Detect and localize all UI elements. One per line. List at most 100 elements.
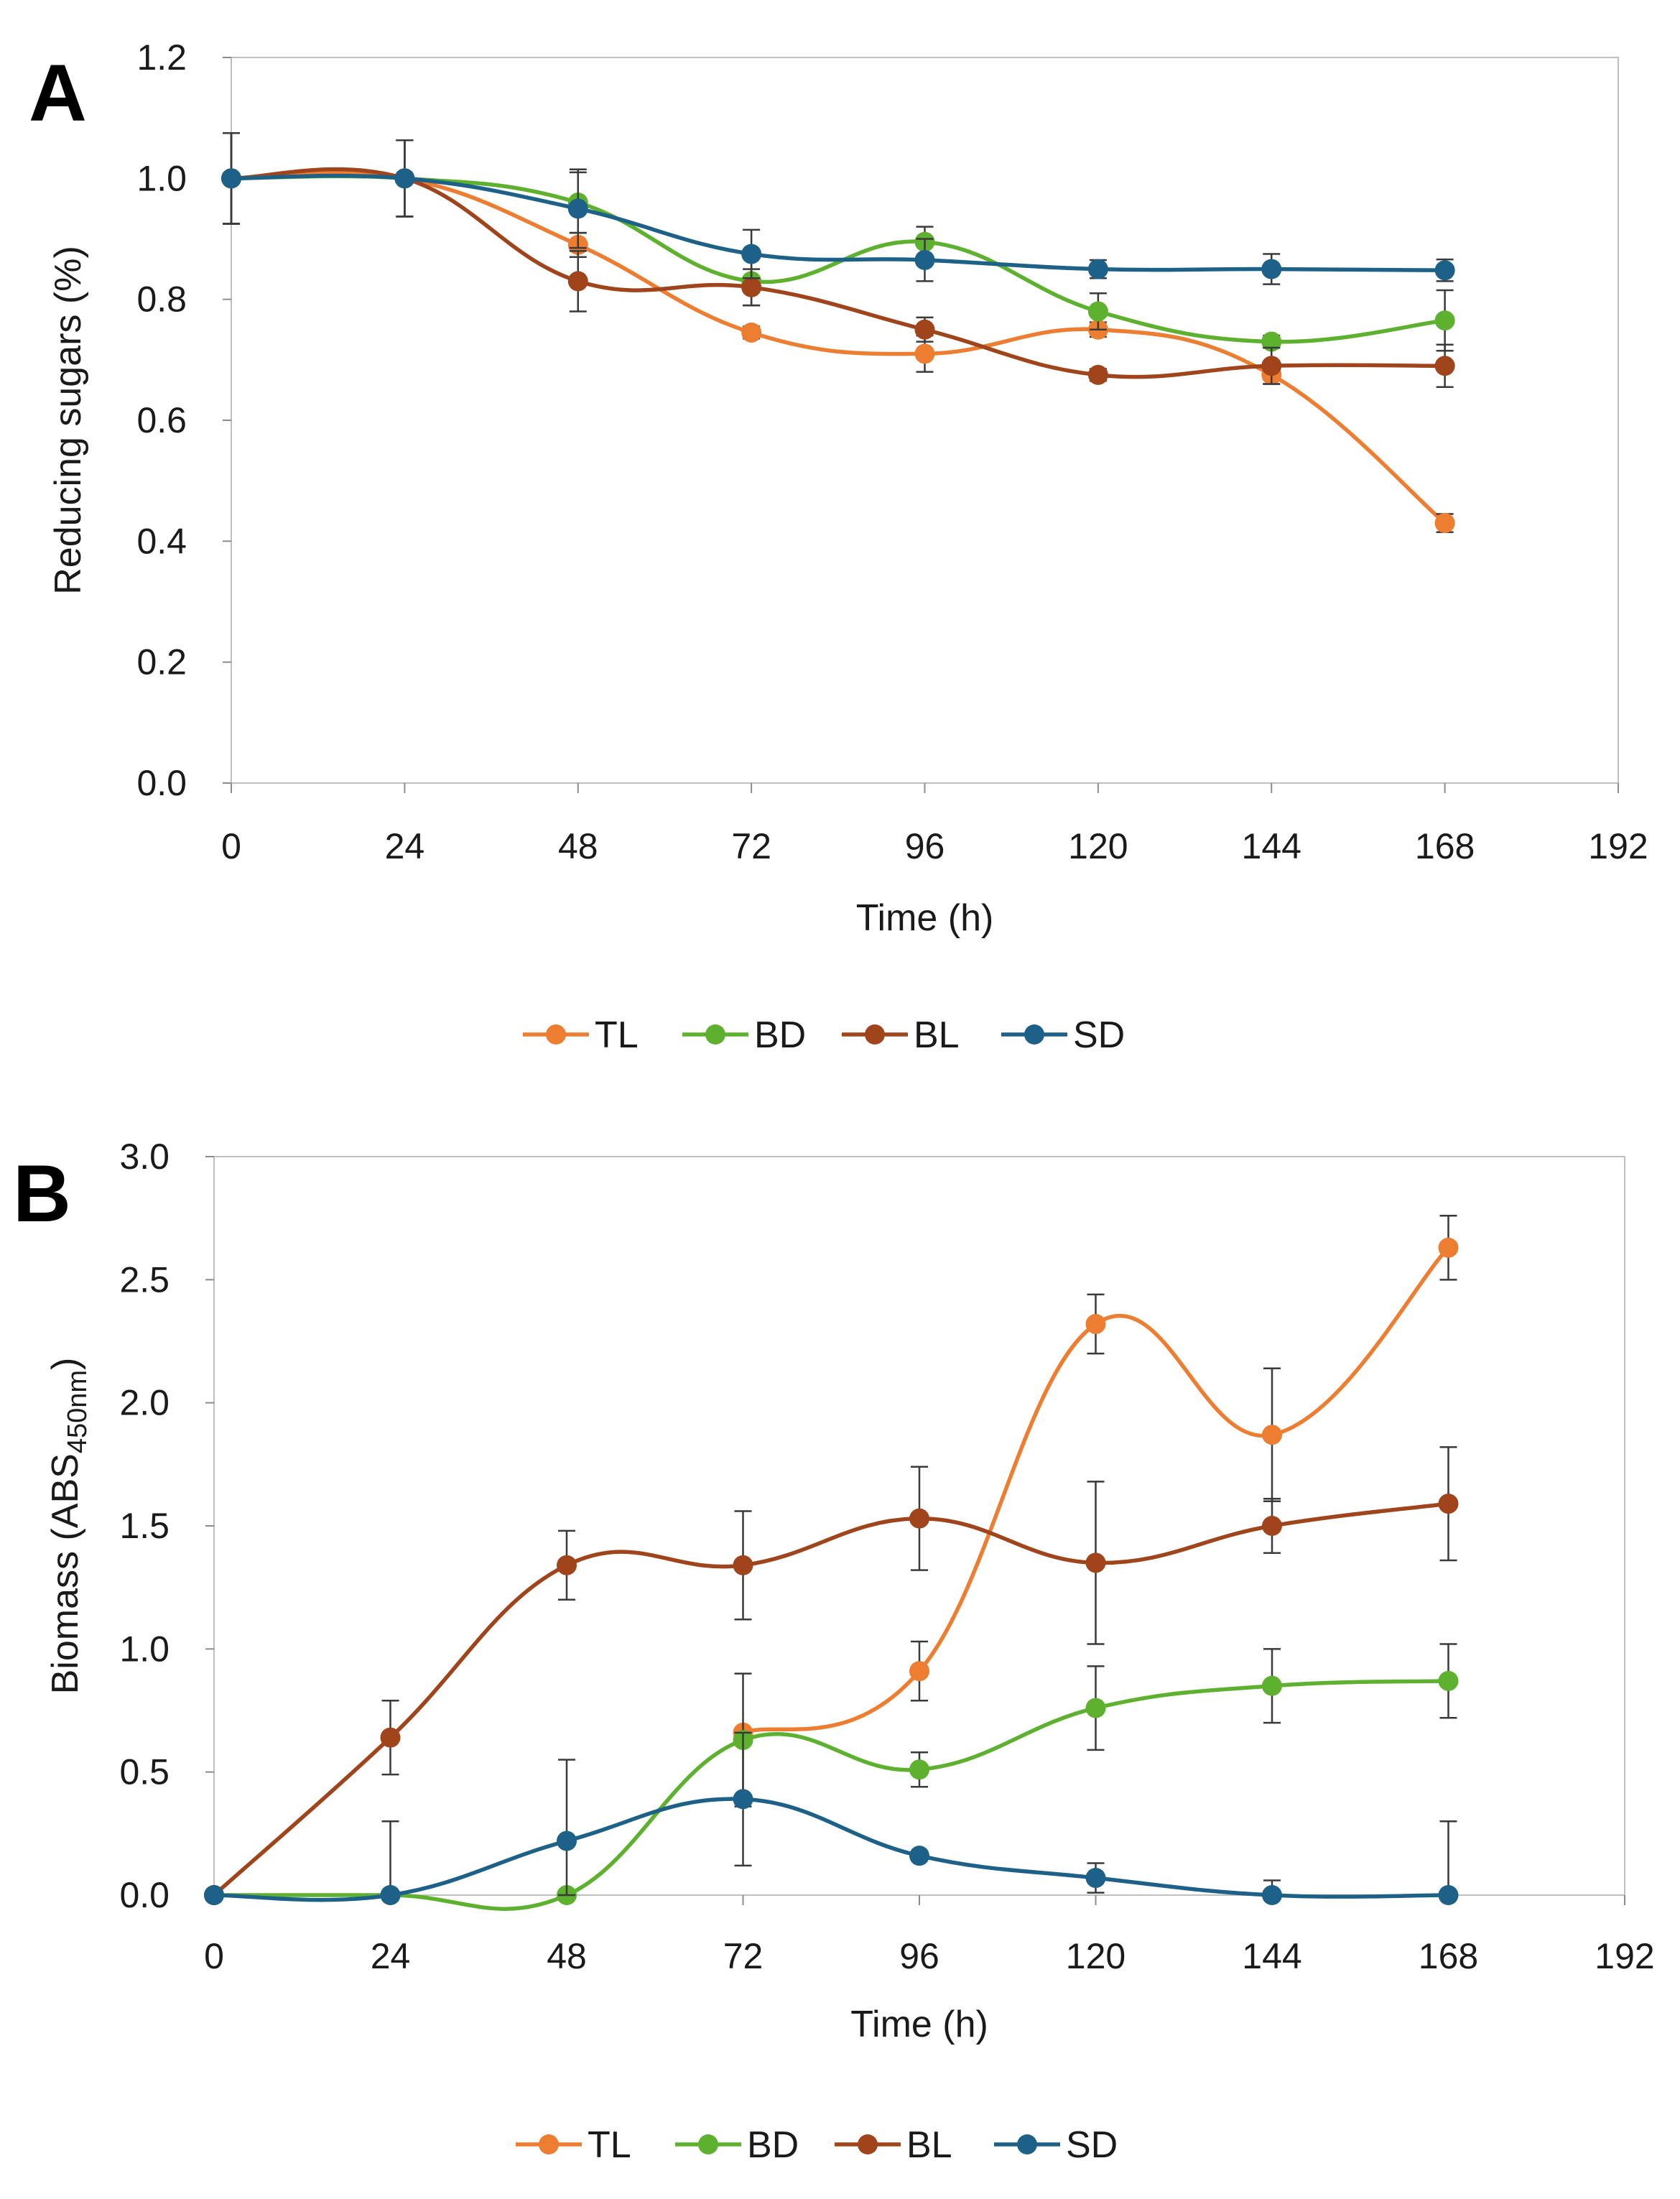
data-point-bl xyxy=(1262,1516,1282,1536)
data-point-sd xyxy=(221,168,241,189)
data-point-sd xyxy=(380,1885,401,1905)
x-tick-label: 72 xyxy=(731,826,771,866)
x-tick-label: 144 xyxy=(1242,826,1301,866)
series-bl xyxy=(204,1446,1459,1905)
x-tick-label: 48 xyxy=(547,1936,587,1976)
legend-marker-tl xyxy=(546,1024,566,1045)
series-line-sd xyxy=(212,1797,1451,1902)
series-bd xyxy=(204,1643,1459,1911)
data-point-bl xyxy=(567,271,588,292)
data-point-bl xyxy=(741,277,762,297)
y-axis-title: Biomass (ABS450nm) xyxy=(45,1358,93,1695)
x-tick-label: 120 xyxy=(1066,1936,1126,1976)
legend-label: SD xyxy=(1066,2124,1118,2166)
x-tick-label: 48 xyxy=(558,826,598,866)
series-line-tl xyxy=(229,170,1447,525)
y-tick-label: 2.5 xyxy=(119,1259,170,1300)
y-tick-label: 0.4 xyxy=(136,521,187,561)
data-point-sd xyxy=(1434,260,1455,281)
series-bl xyxy=(221,131,1455,388)
data-point-bd xyxy=(1085,1698,1106,1718)
legend-label: BD xyxy=(754,1014,806,1056)
y-tick-label: 1.0 xyxy=(136,158,187,198)
y-tick-label: 1.0 xyxy=(119,1629,170,1669)
y-tick-label: 2.0 xyxy=(119,1383,170,1423)
data-point-bl xyxy=(1087,364,1108,385)
y-axis-title: Reducing sugars (%) xyxy=(47,246,89,595)
data-point-tl xyxy=(914,343,935,364)
data-point-sd xyxy=(567,198,588,219)
data-point-tl xyxy=(1085,1314,1106,1335)
legend-marker-sd xyxy=(1024,1024,1044,1045)
data-point-bl xyxy=(1085,1552,1106,1573)
data-point-sd xyxy=(733,1789,753,1810)
data-point-sd xyxy=(1087,259,1108,279)
panel-a: A 0.0 0.2 0.4 0.6 0.8 1.0 1.2 0 24 48 72 96 120 144 168… xyxy=(29,37,1648,1056)
legend-label: SD xyxy=(1073,1014,1125,1056)
data-point-bd xyxy=(1262,1675,1282,1696)
data-point-tl xyxy=(1262,1425,1282,1445)
y-tick-label: 0.6 xyxy=(136,400,187,440)
data-point-tl xyxy=(909,1661,929,1682)
legend: TL BD BL SD xyxy=(516,2124,1118,2166)
legend-label: TL xyxy=(588,2124,631,2166)
y-tick-label: 0.2 xyxy=(136,642,187,682)
data-point-tl xyxy=(1434,513,1455,534)
series-sd xyxy=(204,1731,1459,1905)
data-point-bl xyxy=(914,319,935,340)
series-line-bl xyxy=(229,167,1447,379)
data-point-sd xyxy=(909,1846,929,1866)
data-point-sd xyxy=(914,249,935,270)
x-tick-label: 168 xyxy=(1415,826,1475,866)
data-point-bl xyxy=(557,1555,577,1575)
data-point-tl xyxy=(741,322,762,343)
x-tick-label: 120 xyxy=(1068,826,1128,866)
y-tick-label: 1.2 xyxy=(136,37,187,78)
x-axis-title: Time (h) xyxy=(856,897,994,939)
x-tick-label: 192 xyxy=(1588,826,1648,866)
series-sd xyxy=(221,131,1455,285)
data-point-sd xyxy=(1261,259,1282,279)
legend-marker-bl xyxy=(865,1024,885,1045)
y-tick-label: 0.0 xyxy=(119,1875,170,1915)
x-tick-label: 192 xyxy=(1595,1936,1654,1976)
panel-label: A xyxy=(29,48,87,138)
y-tick-label: 0.5 xyxy=(119,1752,170,1792)
data-point-bl xyxy=(1261,356,1282,376)
y-tick-label: 1.5 xyxy=(119,1506,170,1546)
plot-area-border xyxy=(231,57,1619,784)
data-point-sd xyxy=(394,168,415,189)
x-tick-label: 24 xyxy=(385,826,425,866)
series-line-bl xyxy=(212,1501,1451,1897)
data-point-bl xyxy=(733,1555,753,1575)
x-tick-label: 72 xyxy=(723,1936,764,1976)
legend-marker-tl xyxy=(539,2134,559,2154)
y-tick-label: 0.0 xyxy=(136,763,187,803)
x-tick-label: 144 xyxy=(1242,1936,1301,1976)
data-point-bl xyxy=(1434,356,1455,376)
x-tick-label: 96 xyxy=(905,826,945,866)
data-point-sd xyxy=(1085,1868,1106,1889)
series-tl xyxy=(733,1214,1459,1743)
x-axis-title: Time (h) xyxy=(850,2004,988,2045)
y-tick-label: 3.0 xyxy=(119,1136,170,1177)
data-point-sd xyxy=(204,1885,224,1905)
data-point-sd xyxy=(1438,1885,1459,1905)
legend-label: BD xyxy=(747,2124,799,2166)
x-tick-label: 0 xyxy=(221,826,241,866)
legend-label: BL xyxy=(906,2124,952,2166)
data-point-sd xyxy=(1262,1885,1282,1905)
data-point-bl xyxy=(380,1727,401,1748)
x-tick-label: 0 xyxy=(204,1936,224,1976)
y-tick-label: 0.8 xyxy=(136,279,187,320)
x-tick-label: 24 xyxy=(371,1936,411,1976)
x-tick-label: 168 xyxy=(1419,1936,1478,1976)
data-point-sd xyxy=(741,244,762,264)
legend-label: TL xyxy=(595,1014,639,1056)
data-point-bl xyxy=(1438,1494,1459,1514)
legend-marker-bl xyxy=(858,2134,878,2154)
legend-marker-sd xyxy=(1017,2134,1037,2154)
data-point-bd xyxy=(1438,1670,1459,1691)
series-line-sd xyxy=(229,173,1447,273)
